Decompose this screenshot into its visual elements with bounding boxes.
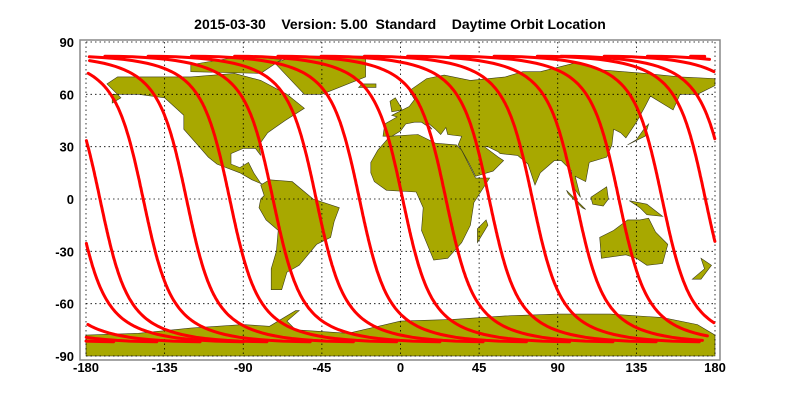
orbit-track bbox=[449, 54, 709, 338]
y-tick-label: 0 bbox=[67, 192, 74, 207]
orbit-track bbox=[88, 59, 355, 344]
land-australia bbox=[599, 217, 669, 266]
orbit-track bbox=[84, 139, 269, 344]
orbit-track bbox=[406, 54, 704, 342]
orbit-track bbox=[535, 54, 717, 243]
x-tick-label: 90 bbox=[551, 360, 565, 375]
orbit-track bbox=[492, 54, 716, 325]
y-tick-label: 30 bbox=[60, 140, 74, 155]
x-tick-label: 0 bbox=[397, 360, 404, 375]
land-madagascar bbox=[477, 219, 489, 244]
orbit-track bbox=[602, 54, 716, 74]
title-product: Daytime Orbit Location bbox=[451, 16, 606, 32]
orbit-track bbox=[84, 339, 116, 344]
orbit-track bbox=[319, 54, 658, 344]
y-tick-label: -90 bbox=[55, 349, 74, 364]
x-tick-label: -135 bbox=[152, 360, 178, 375]
orbit-track bbox=[559, 54, 717, 141]
x-tick-label: 180 bbox=[704, 360, 726, 375]
orbit-track bbox=[84, 335, 159, 344]
orbit-track bbox=[362, 54, 701, 344]
x-tick-label: 135 bbox=[626, 360, 648, 375]
orbit-track bbox=[87, 55, 399, 344]
y-tick-label: 60 bbox=[60, 87, 74, 102]
x-tick-label: 45 bbox=[472, 360, 486, 375]
land-new-guinea bbox=[629, 200, 664, 217]
orbit-track bbox=[233, 54, 572, 344]
y-tick-label: 90 bbox=[60, 35, 74, 50]
orbit-track bbox=[645, 54, 711, 61]
title-date: 2015-03-30 bbox=[194, 16, 266, 32]
orbit-tracks bbox=[84, 54, 717, 344]
x-tick-label: -90 bbox=[234, 360, 253, 375]
title-quality: Standard bbox=[375, 16, 437, 32]
x-tick-label: -180 bbox=[73, 360, 99, 375]
land-africa bbox=[370, 134, 491, 261]
land-japan bbox=[627, 122, 650, 146]
plot-frame bbox=[79, 39, 721, 361]
land-north-america bbox=[106, 73, 305, 186]
y-tick-label: -30 bbox=[55, 244, 74, 259]
orbit-track bbox=[103, 54, 442, 344]
orbit-track bbox=[86, 323, 202, 344]
land-new-zealand bbox=[691, 257, 712, 280]
chart-title: 2015-03-30 Version: 5.00 Standard Daytim… bbox=[0, 16, 800, 32]
y-tick-label: -60 bbox=[55, 297, 74, 312]
title-version: Version: 5.00 bbox=[281, 16, 368, 32]
x-tick-label: -45 bbox=[312, 360, 331, 375]
orbit-track bbox=[189, 54, 528, 344]
x-axis: -180 -135 -90 -45 0 45 90 135 180 bbox=[73, 360, 726, 375]
orbit-track bbox=[276, 54, 615, 344]
orbit-track bbox=[146, 54, 485, 344]
land-borneo bbox=[590, 186, 609, 207]
orbit-track bbox=[86, 71, 312, 344]
y-axis: 90 60 30 0 -30 -60 -90 bbox=[55, 35, 74, 364]
orbit-track bbox=[84, 241, 245, 344]
